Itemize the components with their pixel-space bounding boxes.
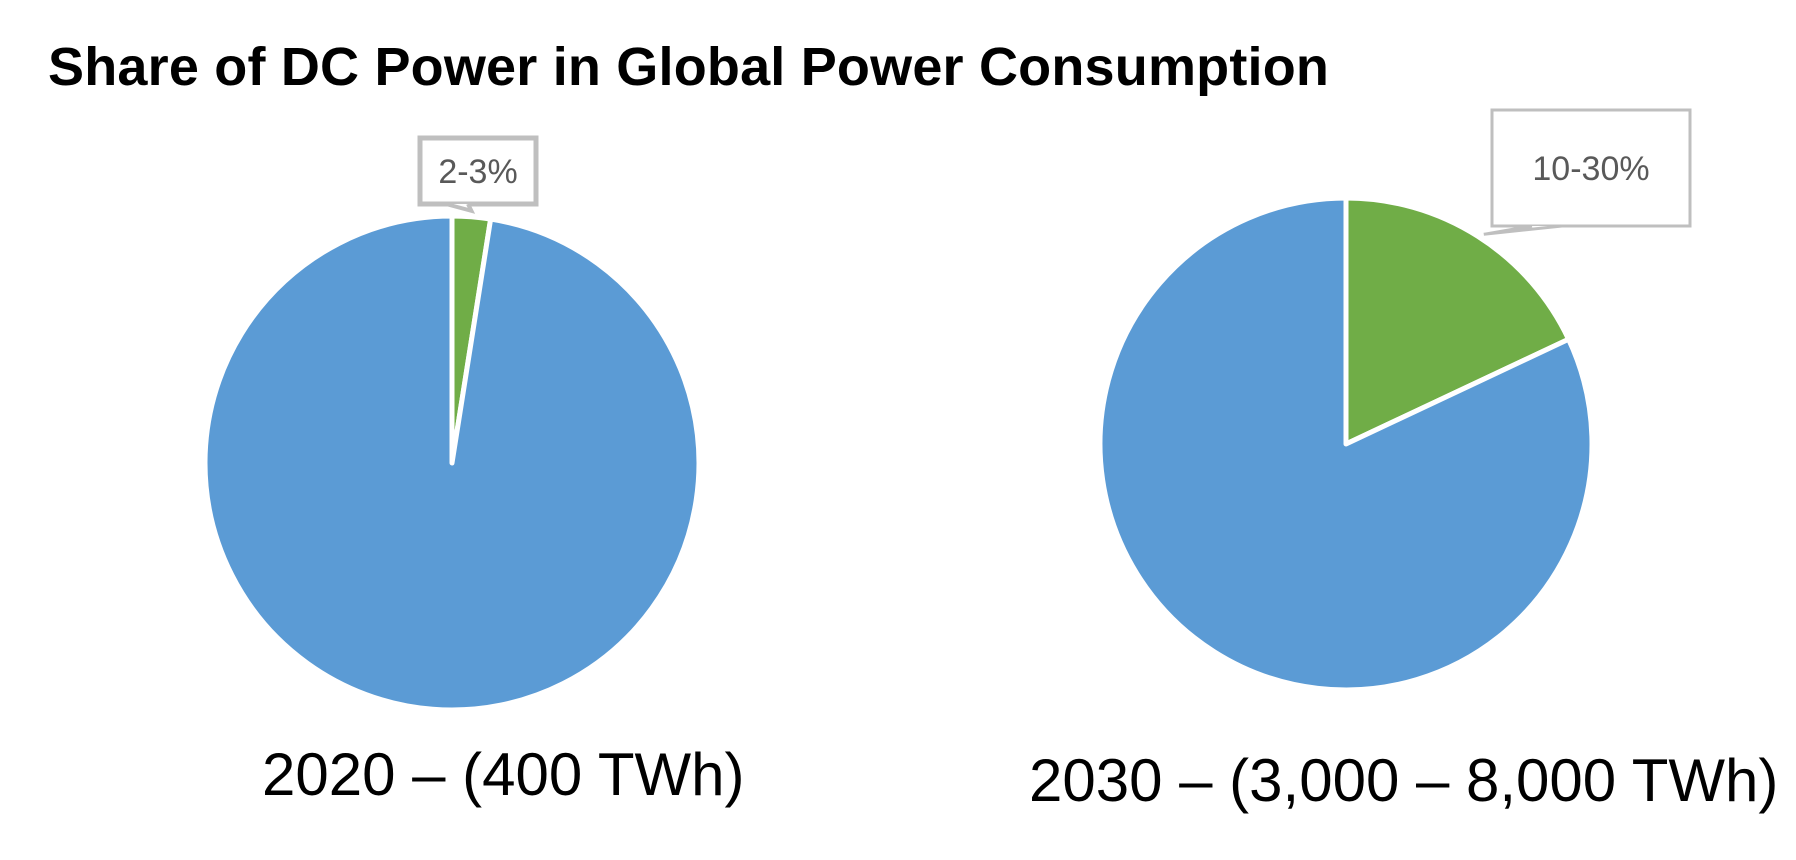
chart-title-2020: 2020 – (400 TWh) (262, 741, 745, 808)
data-label-2030: 10-30% (1532, 150, 1649, 188)
data-label-callout-tail-2020 (445, 202, 476, 214)
pie-chart-2030: 10-30% (1097, 108, 1692, 693)
other-consumption-slice-2020 (202, 213, 702, 713)
data-label-callout-box-2020 (417, 135, 539, 207)
page-title: Share of DC Power in Global Power Consum… (48, 37, 1330, 97)
pie-chart-2020: 2-3% (202, 135, 702, 713)
data-label-callout-tail-2030 (1483, 224, 1563, 236)
data-label-callout-box-2030 (1490, 108, 1692, 228)
data-label-2020: 2-3% (438, 153, 517, 191)
dc-share-slice-2030 (1343, 195, 1572, 447)
chart-title-2030: 2030 – (3,000 – 8,000 TWh) (1029, 747, 1779, 814)
other-consumption-slice-2030 (1097, 195, 1595, 693)
